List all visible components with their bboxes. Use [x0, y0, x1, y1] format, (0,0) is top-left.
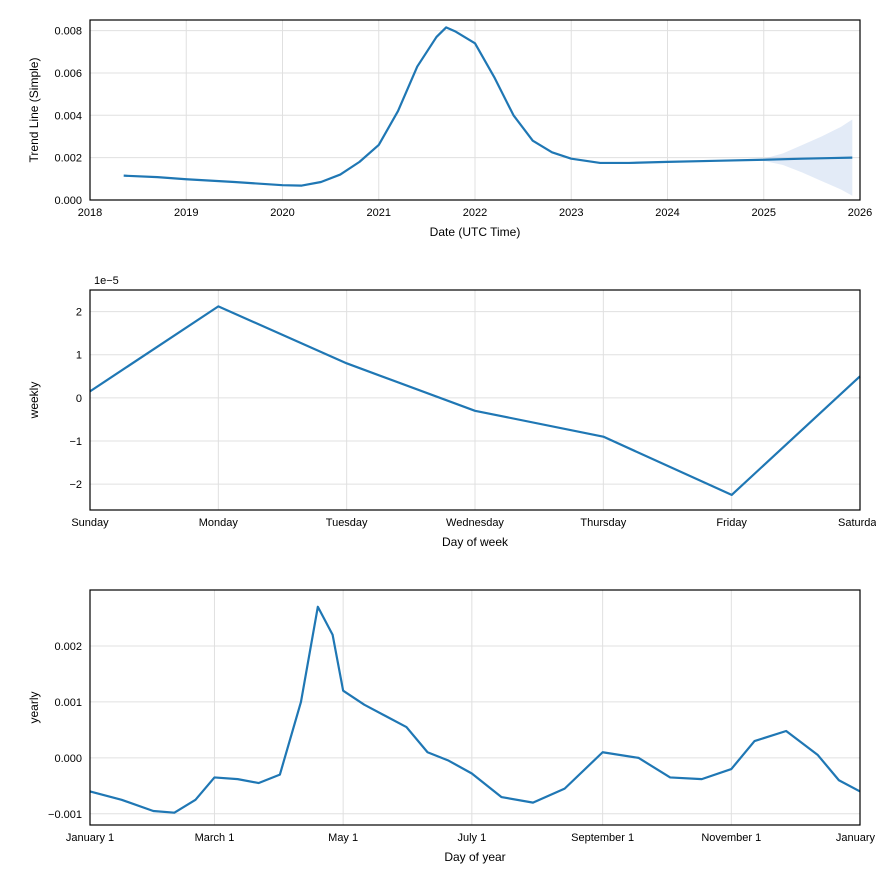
svg-text:Tuesday: Tuesday: [326, 517, 368, 529]
svg-text:Trend Line (Simple): Trend Line (Simple): [27, 58, 41, 163]
svg-text:Sunday: Sunday: [71, 517, 109, 529]
svg-text:2022: 2022: [463, 207, 487, 219]
svg-text:Day of year: Day of year: [444, 850, 505, 864]
chart-svg: 2018 2019 2020 2021 2022 2023 2024 2025 2026 0.00…: [10, 10, 876, 879]
svg-text:0.002: 0.002: [54, 153, 82, 165]
svg-text:−2: −2: [69, 479, 82, 491]
svg-text:2: 2: [76, 307, 82, 319]
svg-text:November 1: November 1: [701, 832, 761, 844]
chart-figure: 2018 2019 2020 2021 2022 2023 2024 2025 2026 0.00…: [10, 10, 876, 879]
svg-text:Thursday: Thursday: [580, 517, 626, 529]
svg-text:0.000: 0.000: [54, 195, 82, 207]
svg-text:Saturday: Saturday: [838, 517, 876, 529]
svg-text:0.001: 0.001: [54, 697, 82, 709]
svg-text:Friday: Friday: [716, 517, 747, 529]
svg-text:March 1: March 1: [195, 832, 235, 844]
svg-text:Day of week: Day of week: [442, 535, 509, 549]
svg-text:2023: 2023: [559, 207, 583, 219]
svg-text:0: 0: [76, 393, 82, 405]
svg-text:2019: 2019: [174, 207, 198, 219]
svg-text:2024: 2024: [655, 207, 679, 219]
svg-text:2026: 2026: [848, 207, 872, 219]
svg-text:0.008: 0.008: [54, 26, 82, 38]
svg-text:2020: 2020: [270, 207, 294, 219]
svg-text:1: 1: [76, 350, 82, 362]
svg-text:July 1: July 1: [457, 832, 486, 844]
svg-text:Date (UTC Time): Date (UTC Time): [430, 225, 521, 239]
svg-text:2021: 2021: [367, 207, 391, 219]
svg-text:2025: 2025: [752, 207, 776, 219]
svg-text:January 1: January 1: [836, 832, 876, 844]
svg-text:yearly: yearly: [27, 691, 41, 723]
svg-text:−0.001: −0.001: [48, 809, 82, 821]
svg-text:Monday: Monday: [199, 517, 239, 529]
svg-text:0.004: 0.004: [54, 110, 82, 122]
svg-text:weekly: weekly: [27, 382, 41, 420]
svg-text:−1: −1: [69, 436, 82, 448]
svg-text:0.006: 0.006: [54, 68, 82, 80]
svg-text:May 1: May 1: [328, 832, 358, 844]
svg-text:0.000: 0.000: [54, 753, 82, 765]
svg-text:Wednesday: Wednesday: [446, 517, 504, 529]
svg-text:1e−5: 1e−5: [94, 275, 119, 287]
svg-text:January 1: January 1: [66, 832, 114, 844]
svg-text:0.002: 0.002: [54, 641, 82, 653]
svg-text:September 1: September 1: [571, 832, 634, 844]
svg-text:2018: 2018: [78, 207, 102, 219]
